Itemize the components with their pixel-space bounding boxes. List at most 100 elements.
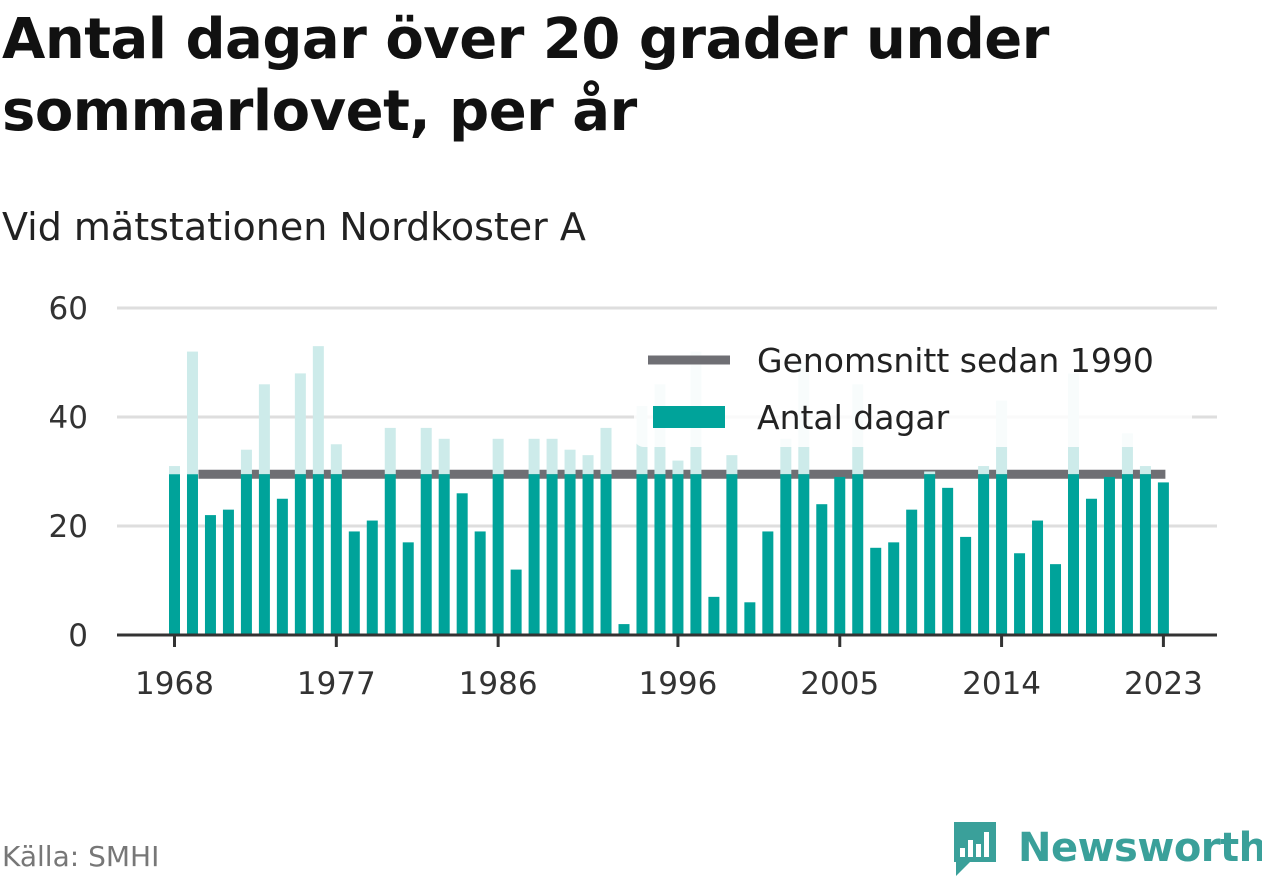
bar bbox=[492, 474, 504, 635]
x-tick-label: 1968 bbox=[135, 666, 214, 702]
bar-above-average bbox=[978, 466, 990, 475]
bar bbox=[744, 602, 756, 635]
bar bbox=[528, 474, 540, 635]
bar bbox=[420, 474, 432, 635]
bar-above-average bbox=[582, 455, 594, 475]
bar-above-average bbox=[546, 438, 558, 475]
legend-background bbox=[634, 335, 1192, 447]
x-tick-label: 1977 bbox=[297, 666, 376, 702]
bar bbox=[834, 476, 846, 635]
bar bbox=[1014, 553, 1026, 635]
bar bbox=[456, 493, 468, 635]
legend-average-label: Genomsnitt sedan 1990 bbox=[757, 341, 1154, 380]
y-axis-ticks: 0 20 40 60 bbox=[49, 291, 88, 654]
bar bbox=[348, 531, 360, 635]
bar-above-average bbox=[528, 438, 540, 475]
bar bbox=[582, 474, 594, 635]
bar bbox=[1085, 498, 1097, 635]
bar bbox=[169, 474, 180, 635]
bar bbox=[312, 474, 324, 635]
y-tick-label: 60 bbox=[49, 291, 88, 327]
bar bbox=[276, 498, 288, 635]
bar bbox=[906, 509, 918, 635]
bar bbox=[546, 474, 558, 635]
bar bbox=[1139, 474, 1151, 635]
bar-above-average bbox=[726, 455, 738, 475]
bar bbox=[942, 487, 954, 635]
x-tick-label: 2014 bbox=[962, 666, 1041, 702]
bar bbox=[888, 542, 900, 635]
bar-above-average bbox=[564, 449, 576, 475]
bar bbox=[654, 474, 666, 635]
bar-above-average bbox=[600, 427, 612, 475]
bar-above-average bbox=[258, 384, 270, 475]
bar-above-average bbox=[1139, 466, 1151, 475]
bar bbox=[924, 474, 936, 635]
bar bbox=[600, 474, 612, 635]
bar-chart: 0 20 40 60 1968 1977 1986 1996 2005 2014 2023 Gen… bbox=[49, 291, 1217, 702]
bar-above-average bbox=[672, 460, 684, 475]
bar-above-average bbox=[312, 346, 324, 475]
x-tick-label: 1986 bbox=[459, 666, 538, 702]
bar-above-average bbox=[780, 438, 792, 475]
bar-above-average bbox=[492, 438, 504, 475]
bar bbox=[636, 474, 648, 635]
bar bbox=[852, 474, 864, 635]
bar bbox=[402, 542, 414, 635]
y-tick-label: 40 bbox=[49, 400, 88, 436]
x-tick-label: 2023 bbox=[1124, 666, 1203, 702]
bar-above-average bbox=[924, 471, 936, 475]
chart-subtitle: Vid mätstationen Nordkoster A bbox=[2, 205, 586, 249]
bar bbox=[384, 474, 396, 635]
x-axis: 1968 1977 1986 1996 2005 2014 2023 bbox=[117, 633, 1217, 702]
bar bbox=[222, 509, 234, 635]
bar-above-average bbox=[1121, 433, 1133, 475]
bar bbox=[690, 474, 702, 635]
bar-above-average bbox=[330, 444, 342, 475]
bar-above-average bbox=[294, 373, 306, 475]
bar bbox=[762, 531, 774, 635]
source-label: Källa: SMHI bbox=[2, 840, 160, 873]
bar bbox=[1032, 520, 1044, 635]
bar-above-average bbox=[384, 427, 396, 475]
bar bbox=[726, 474, 738, 635]
x-tick-label: 2005 bbox=[800, 666, 879, 702]
bar bbox=[816, 504, 828, 635]
bar bbox=[330, 474, 342, 635]
bar bbox=[978, 474, 990, 635]
bar bbox=[366, 520, 378, 635]
bar bbox=[564, 474, 576, 635]
bar bbox=[1121, 474, 1133, 635]
bar bbox=[618, 624, 630, 635]
bar bbox=[204, 515, 216, 635]
bar-above-average bbox=[420, 427, 432, 475]
x-tick-label: 1996 bbox=[638, 666, 717, 702]
bar bbox=[510, 569, 522, 635]
bar-above-average bbox=[169, 466, 180, 475]
legend-days-label: Antal dagar bbox=[757, 398, 950, 437]
bar bbox=[438, 474, 450, 635]
bar bbox=[240, 474, 252, 635]
bar bbox=[798, 474, 810, 635]
legend: Genomsnitt sedan 1990 Antal dagar bbox=[634, 335, 1192, 447]
bar bbox=[780, 474, 792, 635]
bar bbox=[672, 474, 684, 635]
y-tick-label: 20 bbox=[49, 509, 88, 545]
bar-above-average bbox=[438, 438, 450, 475]
chart-title: Antal dagar över 20 grader under sommarl… bbox=[2, 7, 1049, 144]
legend-days-swatch bbox=[653, 406, 725, 428]
bar bbox=[474, 531, 486, 635]
bar bbox=[996, 474, 1008, 635]
bar-above-average bbox=[186, 351, 198, 475]
brand-logo: Newsworthy bbox=[950, 818, 1262, 878]
bar-chart-speech-bubble-icon bbox=[954, 822, 996, 876]
bar bbox=[294, 474, 306, 635]
bar bbox=[186, 474, 198, 635]
bar bbox=[1068, 474, 1079, 635]
bar bbox=[960, 536, 972, 635]
bar bbox=[258, 474, 270, 635]
bar bbox=[1157, 482, 1169, 635]
brand-name: Newsworthy bbox=[1018, 825, 1262, 871]
bar bbox=[870, 547, 882, 635]
bar bbox=[1050, 564, 1062, 635]
